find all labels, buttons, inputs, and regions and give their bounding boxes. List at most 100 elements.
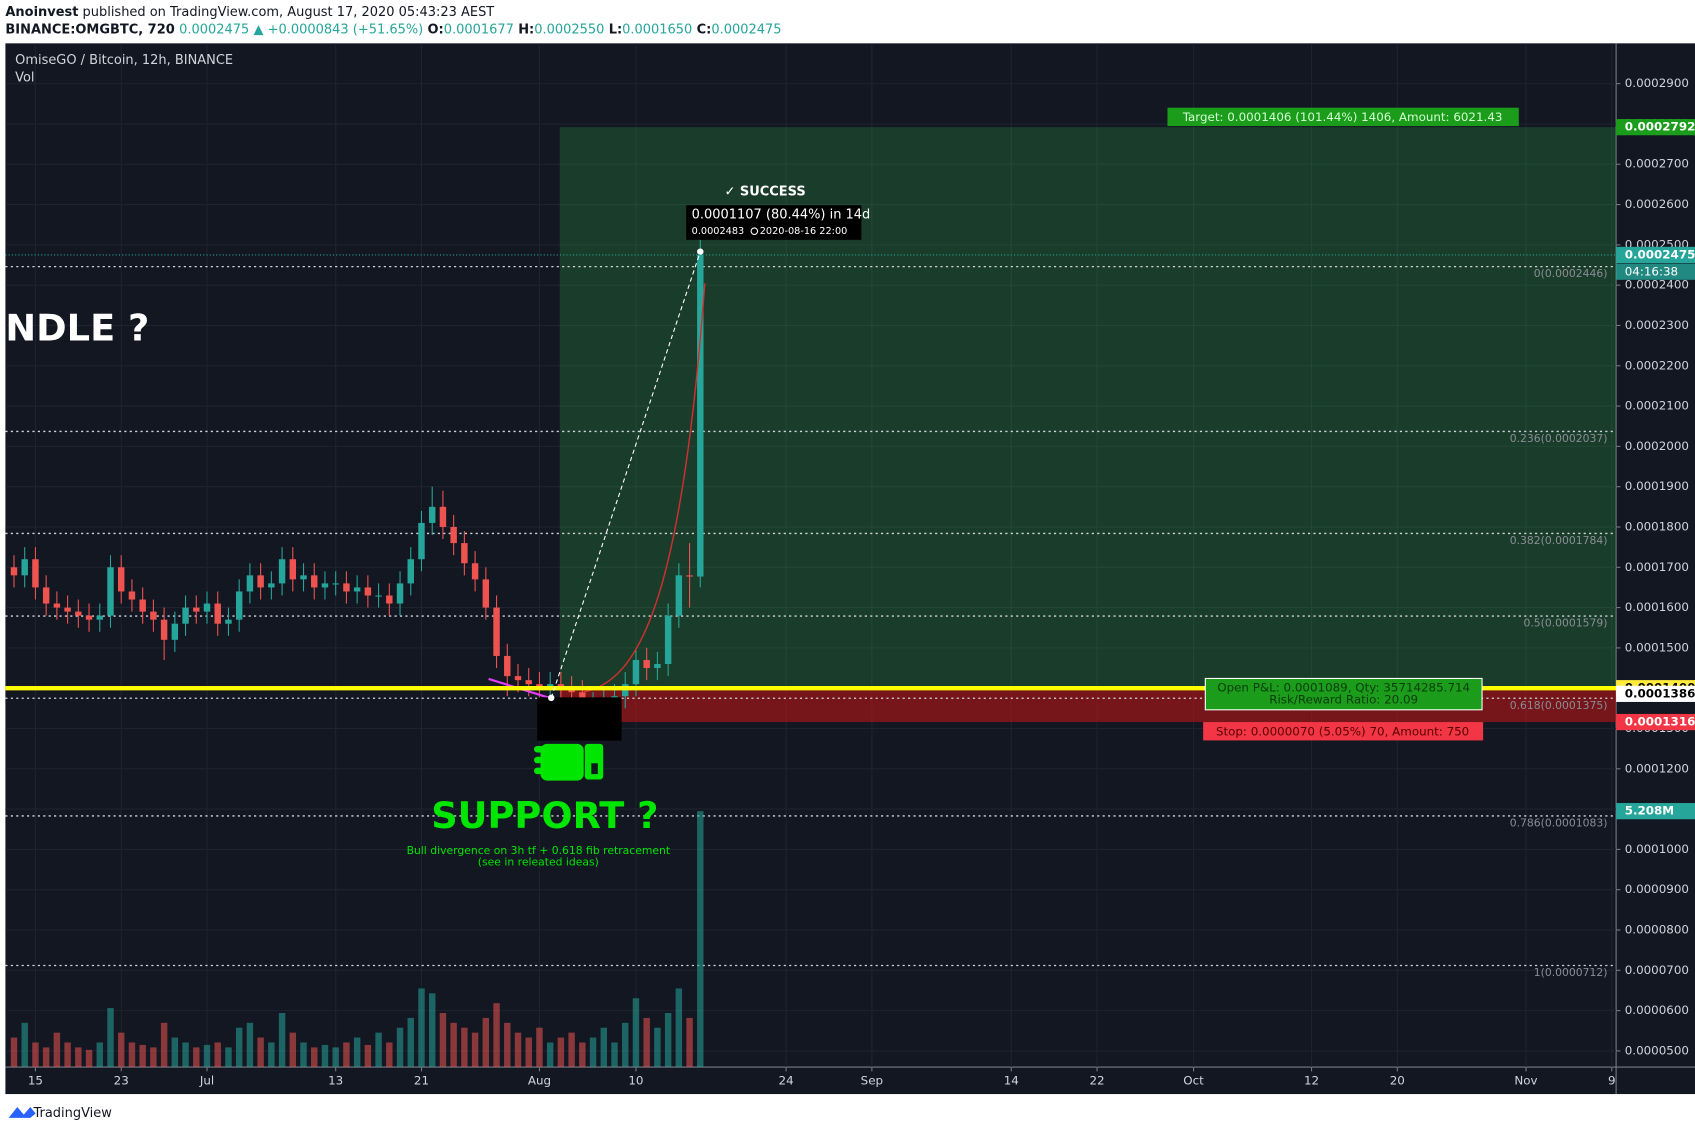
volume-badge	[1616, 803, 1695, 820]
volume-bar	[461, 1027, 468, 1068]
candle-body	[246, 575, 254, 592]
price-badge	[1616, 246, 1695, 264]
volume-bar	[557, 1037, 565, 1068]
candle-body	[53, 603, 61, 608]
volume-bar	[311, 1047, 318, 1068]
x-tick-label: 24	[779, 1074, 794, 1088]
x-tick-label: 13	[328, 1074, 343, 1088]
volume-bar	[493, 1003, 500, 1068]
volume-bar	[504, 1022, 511, 1068]
volume-bar	[118, 1032, 125, 1068]
hand-finger	[534, 756, 550, 764]
candle-body	[235, 591, 243, 620]
annotations: NDLE ? SUPPORT ? Bull divergence on 3h t…	[5, 53, 1519, 869]
target-label-bg	[1167, 107, 1519, 127]
quote-line: BINANCE:OMGBTC, 720 0.0002475 ▲ +0.0000843…	[5, 22, 781, 37]
curve	[583, 283, 706, 693]
hand-finger	[534, 745, 550, 753]
volume-bar	[418, 988, 425, 1068]
volume-bar	[75, 1047, 82, 1068]
y-tick-label: 0.0001600	[1625, 600, 1689, 614]
measure-time: 2020-08-16 22:00	[760, 226, 848, 237]
candle-body	[214, 603, 221, 624]
volume-bar	[471, 1032, 479, 1068]
annotation-ndle: NDLE ?	[5, 306, 149, 349]
annotation-support: SUPPORT ?	[431, 794, 658, 837]
candle-body	[332, 583, 339, 585]
price-badge-label: 0.0002792	[1625, 120, 1695, 134]
x-tick-label: 21	[414, 1074, 429, 1088]
candle-body	[64, 607, 71, 612]
y-tick-label: 0.0001900	[1625, 479, 1689, 493]
candle-body	[353, 587, 361, 592]
candle-body	[257, 575, 264, 588]
fib-label: 0.236(0.0002037)	[1510, 432, 1608, 445]
volume-bar	[53, 1032, 61, 1068]
volume-bar	[225, 1047, 232, 1068]
ohlc-value: 0.0001677	[444, 22, 514, 37]
volume-bar	[686, 1017, 693, 1068]
candle-body	[311, 575, 318, 588]
candle-body	[289, 559, 297, 580]
y-tick-label: 0.0002700	[1625, 157, 1689, 171]
ohlc-key: O:	[428, 22, 444, 37]
candle-body	[450, 526, 457, 544]
clock-icon	[750, 227, 759, 235]
candle-body	[203, 603, 211, 612]
volume-bar	[439, 1012, 447, 1068]
volume	[10, 811, 704, 1068]
fib-label: 0.786(0.0001083)	[1510, 817, 1608, 830]
last-price: 0.0002475	[179, 22, 249, 37]
volume-bar	[386, 1042, 393, 1068]
rr-label: Risk/Reward Ratio: 20.09	[1269, 693, 1418, 707]
x-tick-label: Nov	[1514, 1074, 1537, 1088]
pnl-label: Open P&L: 0.0001089, Qty: 35714285.714	[1217, 681, 1470, 695]
candle-body	[643, 659, 650, 669]
black-box	[537, 697, 622, 741]
candle-body	[278, 559, 286, 584]
annotation-note: (see in releated ideas)	[478, 856, 599, 869]
y-tick-label: 0.0000500	[1625, 1043, 1689, 1057]
volume-bar	[611, 1042, 618, 1068]
candle-body	[439, 506, 447, 527]
x-tick-label: 14	[1004, 1074, 1019, 1088]
x-tick-label: 12	[1304, 1074, 1319, 1088]
y-tick-label: 0.0000900	[1625, 882, 1689, 896]
volume-bar	[107, 1008, 114, 1068]
y-tick-label: 0.0002600	[1625, 197, 1689, 211]
volume-bar	[160, 1022, 168, 1068]
drawings	[5, 248, 1617, 781]
ohlc-value: 0.0001650	[622, 22, 692, 37]
volume-bar	[96, 1042, 103, 1068]
volume-bar	[10, 1037, 18, 1068]
volume-bar	[321, 1044, 329, 1068]
annotation-note: Bull divergence on 3h tf + 0.618 fib ret…	[407, 844, 671, 857]
y-tick-label: 0.0001700	[1625, 560, 1689, 574]
price-badge	[1616, 713, 1695, 731]
volume-bar	[664, 1012, 672, 1068]
author: Anoinvest	[5, 4, 78, 19]
candle-body	[21, 559, 28, 576]
candle-body	[482, 579, 490, 608]
candle-body	[118, 567, 125, 592]
y-tick-label: 0.0002100	[1625, 399, 1689, 413]
y-tick-label: 0.0002400	[1625, 278, 1689, 292]
volume-bar	[300, 1042, 307, 1068]
volume-bar	[632, 998, 640, 1068]
legend-volume: Vol	[15, 70, 34, 85]
volume-bar	[600, 1027, 607, 1068]
volume-bar	[589, 1037, 597, 1068]
stop-label: Stop: 0.0000070 (5.05%) 70, Amount: 750	[1216, 724, 1469, 738]
candle-body	[386, 595, 393, 604]
volume-bar	[568, 1032, 575, 1068]
ohlc-key: H:	[518, 22, 534, 37]
legend-title: OmiseGO / Bitcoin, 12h, BINANCE	[15, 53, 233, 68]
header-line: Anoinvest published on TradingView.com, …	[5, 4, 494, 19]
grid: 0.0000500 0.0000600 0.0000700 0.0000800 0.00…	[5, 43, 1689, 1088]
candle-body	[128, 591, 136, 600]
measure-status: ✓ SUCCESS	[725, 185, 806, 200]
ohlc-key: C:	[697, 22, 712, 37]
ohlc-value: 0.0002475	[711, 22, 781, 37]
pnl-box	[1204, 677, 1483, 711]
candle-body	[364, 587, 372, 596]
